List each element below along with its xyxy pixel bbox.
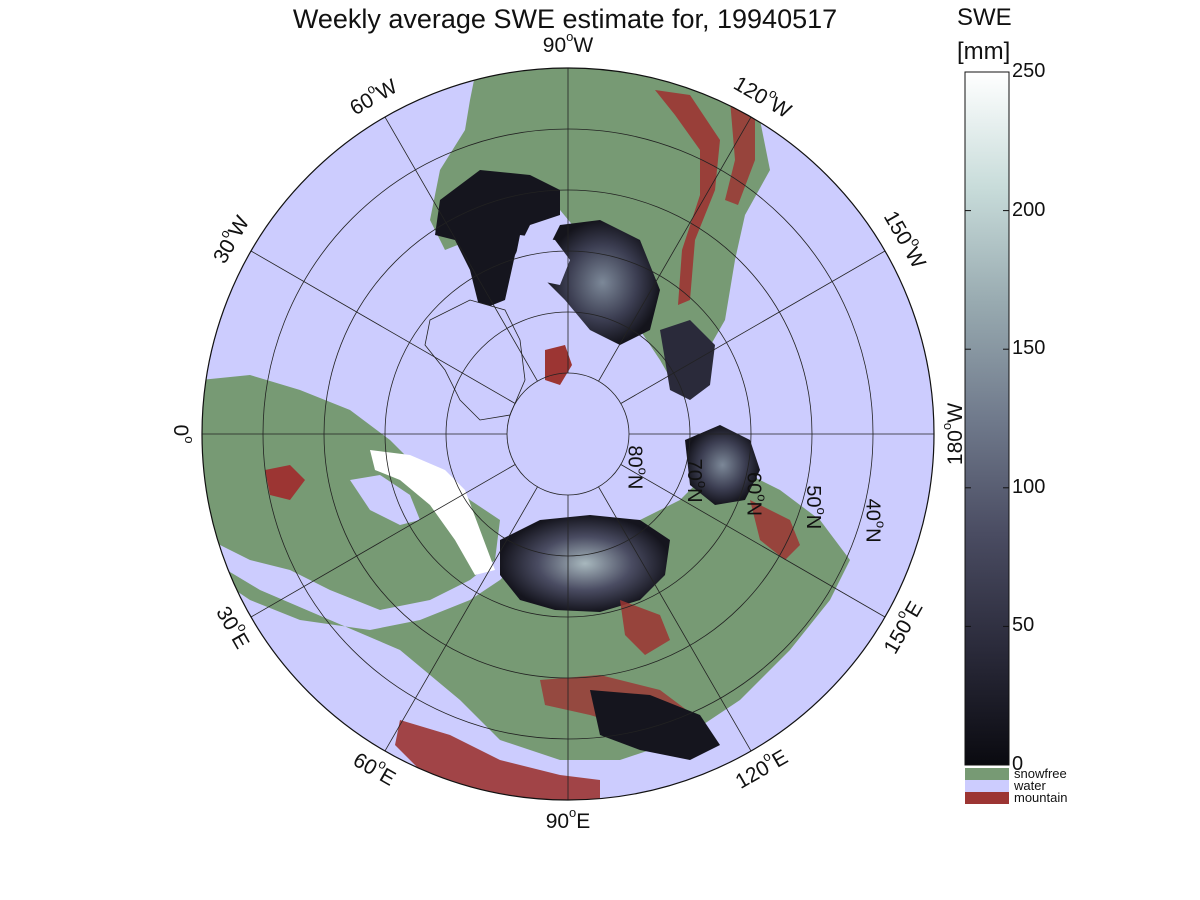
lon-label: 180oW — [939, 403, 966, 465]
category-label: water — [1014, 778, 1046, 793]
ural-mountain — [620, 600, 670, 655]
map-border — [201, 67, 935, 801]
colorbar-unit: [mm] — [957, 38, 1011, 65]
colorbar-ticks — [965, 71, 1009, 766]
colorbar-tick-label: 250 — [1012, 60, 1046, 82]
lon-line — [250, 250, 516, 404]
alaska-snow-region — [660, 320, 715, 400]
latitude-labels: 80oN 70oN 60oN 50oN 40oN — [623, 445, 888, 542]
east-siberia-snow-region — [685, 425, 760, 505]
canada-snow-region — [435, 170, 560, 310]
map-disc — [202, 68, 934, 800]
lon-label: 90oE — [546, 805, 591, 832]
colorbar-tick-label: 100 — [1012, 475, 1046, 498]
map-title: Weekly average SWE estimate for, 1994051… — [292, 4, 838, 34]
lat-label: 50oN — [802, 485, 829, 529]
lat-label: 40oN — [861, 499, 888, 543]
lon-line — [384, 486, 538, 752]
category-legend — [965, 768, 1009, 804]
asia-land — [210, 450, 850, 760]
kamchatka-mountain — [750, 500, 800, 560]
category-label: mountain — [1014, 790, 1068, 805]
mongolia-snow — [590, 690, 720, 760]
lon-line — [250, 464, 516, 618]
longitude-grid — [202, 68, 934, 800]
lat-label: 70oN — [683, 459, 710, 503]
lat-label: 60oN — [742, 472, 769, 516]
cascades-mountain — [725, 100, 755, 205]
category-swatch — [965, 780, 1009, 792]
caspian-water — [355, 645, 395, 690]
lon-label: 90oW — [543, 29, 594, 56]
lat-label: 80oN — [623, 445, 650, 489]
lon-line — [598, 486, 752, 752]
rockies-mountain — [655, 90, 720, 305]
lon-line — [384, 116, 538, 382]
lon-label: 0o — [169, 425, 196, 444]
alps-mountain — [265, 465, 305, 500]
category-swatch — [965, 792, 1009, 804]
colorbar-tick-label: 0 — [1012, 753, 1024, 775]
colorbar-tick-label: 50 — [1012, 614, 1035, 637]
category-label: snowfree — [1014, 766, 1067, 781]
category-swatch — [965, 768, 1009, 780]
himalaya-mountain — [395, 720, 600, 800]
siberia-snow-region — [500, 515, 670, 612]
lon-line — [620, 250, 886, 404]
colorbar-tick-label: 200 — [1012, 198, 1046, 221]
scandinavia-snow — [370, 450, 495, 575]
lon-line — [598, 116, 752, 382]
colorbar — [964, 71, 1010, 766]
colorbar-tick-label: 150 — [1012, 337, 1046, 360]
hudson-bay-water — [515, 235, 570, 285]
lon-line — [620, 464, 886, 618]
colorbar-title: SWE — [957, 4, 1012, 31]
